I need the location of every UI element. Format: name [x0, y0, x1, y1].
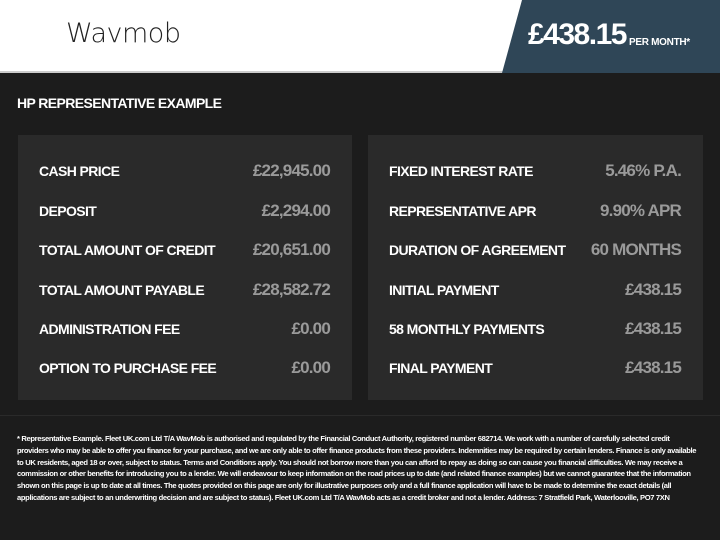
finance-value: £28,582.72 [252, 280, 331, 299]
site-header: Wavmob £438.15 PER MONTH* [0, 0, 720, 73]
finance-label: FIXED INTEREST RATE [389, 163, 534, 179]
finance-value: 60 MONTHS [590, 240, 682, 259]
finance-label: CASH PRICE [39, 163, 120, 179]
finance-label: DURATION OF AGREEMENT [389, 242, 566, 258]
finance-row: TOTAL AMOUNT PAYABLE £28,582.72 [18, 280, 352, 302]
finance-row: FIXED INTEREST RATE 5.46% P.A. [368, 161, 703, 183]
finance-value: £20,651.00 [252, 240, 331, 259]
finance-label: INITIAL PAYMENT [389, 282, 499, 298]
monthly-price-panel: £438.15 PER MONTH* [502, 0, 720, 73]
finance-value: £22,945.00 [252, 161, 331, 180]
finance-label: TOTAL AMOUNT OF CREDIT [39, 242, 216, 258]
finance-row: TOTAL AMOUNT OF CREDIT £20,651.00 [18, 240, 352, 262]
finance-value: £438.15 [625, 280, 682, 299]
finance-value: £0.00 [291, 358, 330, 377]
finance-label: OPTION TO PURCHASE FEE [39, 360, 217, 376]
finance-label: TOTAL AMOUNT PAYABLE [39, 282, 205, 298]
section-title: HP REPRESENTATIVE EXAMPLE [17, 95, 222, 111]
finance-value: 5.46% P.A. [605, 161, 682, 180]
finance-row: DURATION OF AGREEMENT 60 MONTHS [368, 240, 703, 262]
finance-card-left: CASH PRICE £22,945.00 DEPOSIT £2,294.00 TOTA… [18, 135, 352, 400]
finance-label: ADMINISTRATION FEE [39, 321, 180, 337]
finance-label: 58 MONTHLY PAYMENTS [389, 321, 545, 337]
finance-value: £438.15 [625, 319, 682, 338]
per-month-label: PER MONTH* [629, 37, 690, 48]
finance-value: £0.00 [291, 319, 330, 338]
finance-value: £2,294.00 [261, 201, 331, 220]
monthly-price: £438.15 [528, 18, 627, 51]
finance-row: REPRESENTATIVE APR 9.90% APR [368, 201, 703, 223]
finance-label: FINAL PAYMENT [389, 360, 493, 376]
finance-row: 58 MONTHLY PAYMENTS £438.15 [368, 319, 703, 341]
finance-value: £438.15 [625, 358, 682, 377]
finance-row: CASH PRICE £22,945.00 [18, 161, 352, 183]
finance-label: REPRESENTATIVE APR [389, 203, 536, 219]
finance-value: 9.90% APR [600, 201, 682, 220]
finance-row: FINAL PAYMENT £438.15 [368, 358, 703, 380]
divider [0, 415, 720, 416]
finance-row: DEPOSIT £2,294.00 [18, 201, 352, 223]
logo[interactable]: Wavmob [66, 18, 181, 49]
finance-row: OPTION TO PURCHASE FEE £0.00 [18, 358, 352, 380]
finance-label: DEPOSIT [39, 203, 97, 219]
finance-row: ADMINISTRATION FEE £0.00 [18, 319, 352, 341]
finance-card-right: FIXED INTEREST RATE 5.46% P.A. REPRESENTAT… [368, 135, 703, 400]
disclaimer-text: * Representative Example. Fleet UK.com L… [17, 434, 697, 502]
finance-row: INITIAL PAYMENT £438.15 [368, 280, 703, 302]
